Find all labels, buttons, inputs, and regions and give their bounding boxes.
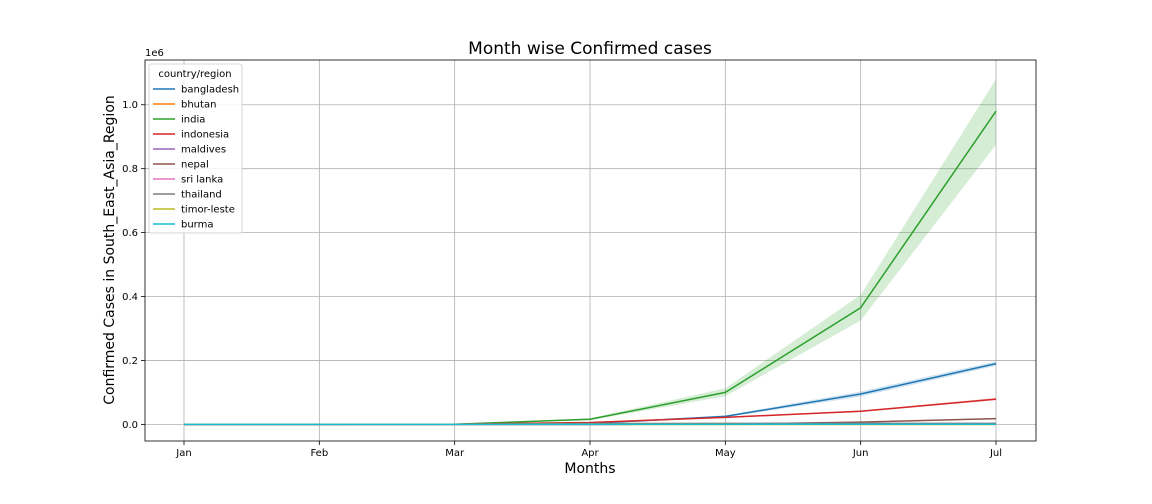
legend: country/region bangladesh bhutan india indo… bbox=[148, 63, 243, 234]
x-axis-title: Months bbox=[564, 461, 615, 477]
y-axis-ticks: 0.0 0.2 0.4 0.6 0.8 1.0 bbox=[122, 100, 145, 431]
legend-label-timor-leste: timor-leste bbox=[181, 205, 235, 216]
y-tick-label: 0.8 bbox=[122, 164, 138, 175]
legend-label-thailand: thailand bbox=[181, 190, 222, 201]
y-axis-title: Confirmed Cases in South_East_Asia_Regio… bbox=[102, 95, 118, 405]
legend-items: bangladesh bhutan india indonesia maldives ne… bbox=[153, 85, 239, 231]
y-tick-label: 0.4 bbox=[122, 292, 138, 303]
x-axis-ticks: Jan Feb Mar Apr May Jun Jul bbox=[175, 441, 1002, 459]
legend-label-india: india bbox=[181, 115, 205, 126]
chart-title: Month wise Confirmed cases bbox=[468, 39, 712, 59]
x-tick-label: Feb bbox=[310, 448, 328, 459]
legend-title: country/region bbox=[158, 69, 231, 80]
y-tick-label: 0.2 bbox=[122, 356, 138, 367]
x-tick-label: Jan bbox=[175, 448, 191, 459]
y-tick-label: 0.0 bbox=[122, 420, 138, 431]
legend-box bbox=[148, 63, 243, 234]
legend-label-nepal: nepal bbox=[181, 160, 209, 171]
x-tick-label: Jul bbox=[989, 448, 1002, 459]
y-tick-label: 1.0 bbox=[122, 100, 138, 111]
x-tick-label: May bbox=[715, 448, 736, 459]
legend-label-sri-lanka: sri lanka bbox=[181, 175, 223, 186]
y-tick-label: 0.6 bbox=[122, 228, 138, 239]
legend-label-maldives: maldives bbox=[181, 145, 226, 156]
legend-label-bangladesh: bangladesh bbox=[181, 85, 239, 96]
legend-label-indonesia: indonesia bbox=[181, 130, 229, 141]
y-offset-label: 1e6 bbox=[145, 48, 164, 59]
plot-area-frame bbox=[144, 59, 1037, 442]
legend-label-bhutan: bhutan bbox=[181, 100, 216, 111]
legend-label-burma: burma bbox=[181, 220, 214, 231]
x-tick-label: Apr bbox=[581, 448, 599, 459]
x-tick-label: Mar bbox=[445, 448, 465, 459]
series-lines bbox=[184, 110, 997, 426]
x-tick-label: Jun bbox=[852, 448, 869, 459]
